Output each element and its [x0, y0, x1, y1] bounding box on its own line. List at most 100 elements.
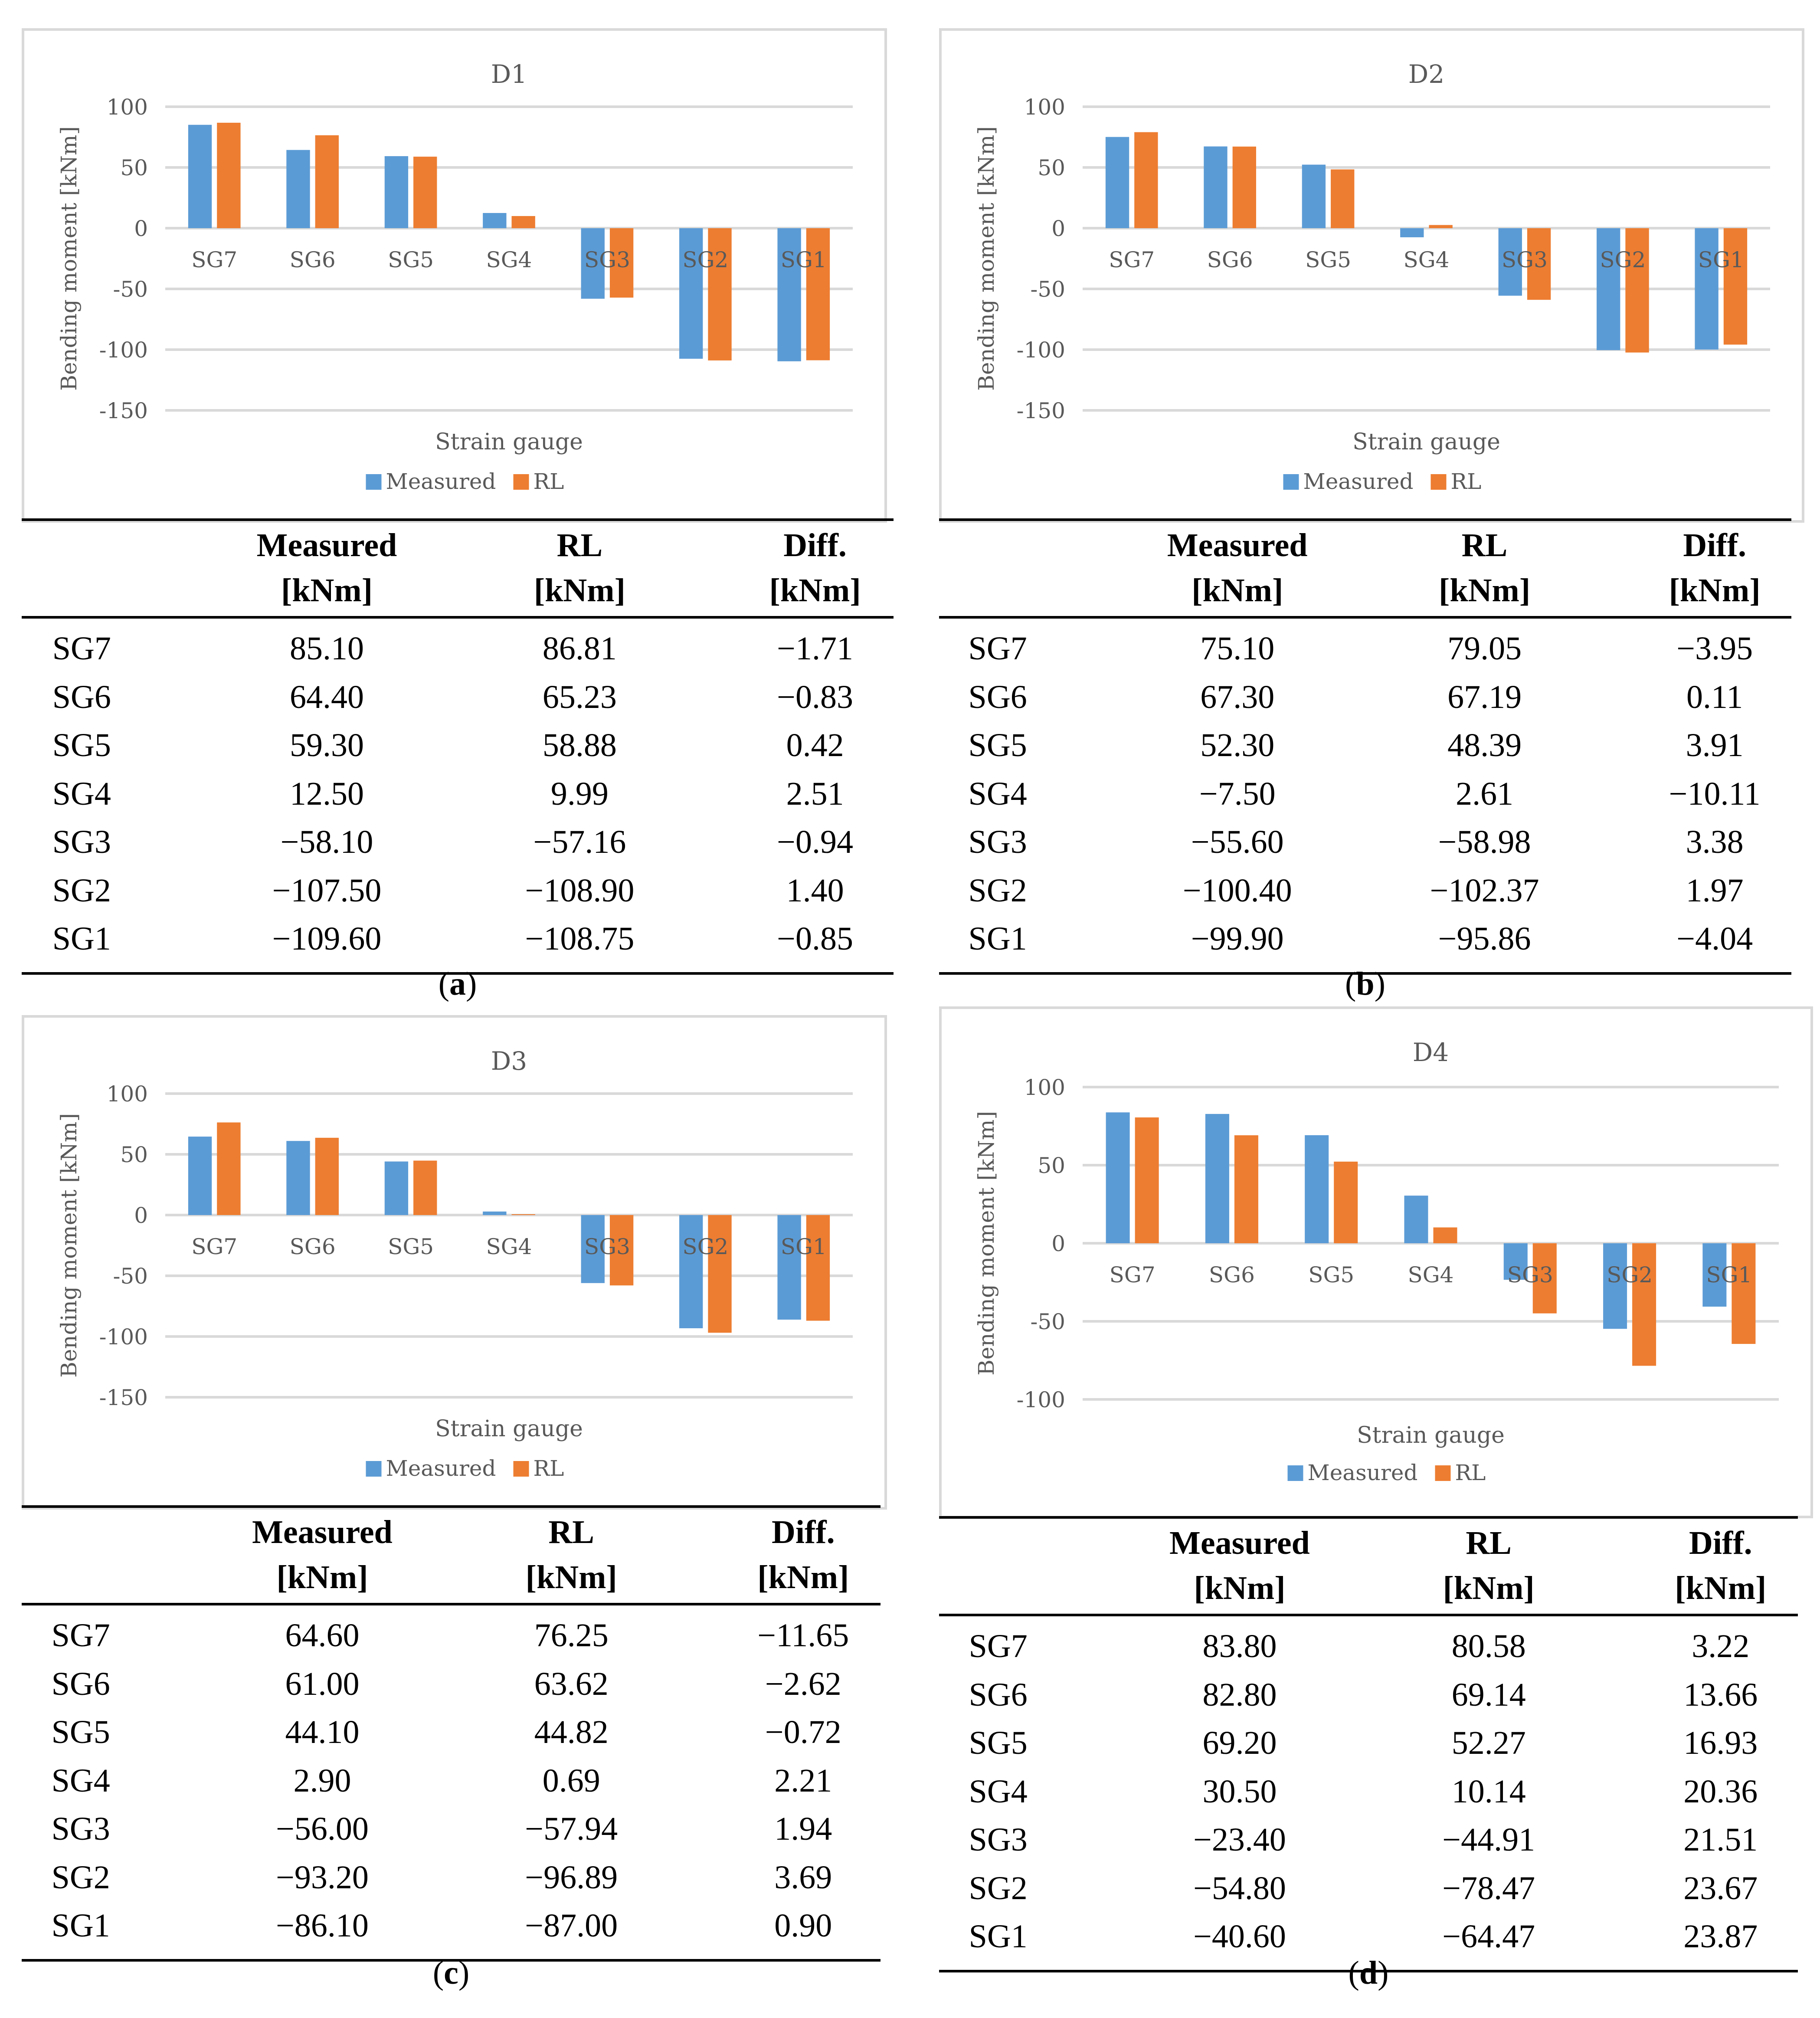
- table-cell: 0.90: [774, 1907, 832, 1944]
- bar-measured-sg2: [1603, 1243, 1627, 1329]
- y-tick-label: 0: [134, 216, 148, 241]
- caption-b: (b): [1345, 966, 1385, 1002]
- x-tick-label: SG7: [1110, 1262, 1156, 1287]
- bar-measured-sg5: [1302, 164, 1326, 228]
- table-cell: 65.23: [542, 678, 617, 715]
- row-label: SG1: [969, 1918, 1028, 1955]
- legend-label: Measured: [386, 469, 496, 494]
- bar-rl-sg3: [1532, 1243, 1557, 1314]
- y-axis-label: Bending moment [kNm]: [974, 126, 999, 391]
- row-label: SG7: [968, 630, 1027, 667]
- header-cell: [kNm]: [276, 1559, 368, 1595]
- row-label: SG1: [52, 921, 111, 957]
- bar-measured-sg4: [1404, 1196, 1428, 1243]
- table-cell: 23.87: [1683, 1918, 1758, 1955]
- bar-rl-sg7: [1135, 1117, 1159, 1243]
- bar-measured-sg3: [581, 228, 605, 299]
- table-cell: 0.42: [786, 727, 844, 763]
- y-tick-label: 100: [107, 95, 148, 120]
- row-label: SG3: [969, 1821, 1028, 1858]
- table-cell: −11.65: [757, 1617, 849, 1654]
- x-tick-label: SG6: [1207, 247, 1253, 272]
- bar-rl-sg4: [1429, 225, 1453, 228]
- bar-rl-sg1: [1723, 228, 1748, 345]
- table-cell: 75.10: [1200, 630, 1275, 667]
- table-header-rule: [939, 1614, 1798, 1616]
- table-cell: −100.40: [1182, 872, 1292, 909]
- table-cell: 9.99: [550, 775, 609, 812]
- bar-measured-sg1: [777, 1215, 801, 1320]
- chart-d2: D2 100 50 0 -50 -100 -150 Bending moment [kNm] S…: [939, 28, 1804, 523]
- table-cell: −107.50: [272, 872, 382, 909]
- table-bottom-rule: [939, 1969, 1798, 1972]
- bar-rl-sg7: [217, 1122, 241, 1215]
- table-a: Measured [kNm] RL [kNm] Diff. [kNm] SG7 85.10 86…: [22, 518, 894, 975]
- table-cell: 82.80: [1202, 1676, 1277, 1713]
- bar-rl-sg5: [1331, 169, 1355, 228]
- row-label: SG1: [51, 1907, 110, 1944]
- table-cell: 79.05: [1447, 630, 1522, 667]
- legend-label: Measured: [386, 1456, 496, 1481]
- row-label: SG6: [51, 1665, 110, 1702]
- legend-swatch: [1435, 1465, 1451, 1481]
- row-label: SG5: [52, 727, 111, 763]
- table-b: Measured [kNm] RL [kNm] Diff. [kNm] SG7 75.10 79…: [939, 518, 1791, 975]
- x-tick-label: SG4: [486, 247, 532, 272]
- chart-title: D2: [1408, 59, 1444, 89]
- x-tick-label: SG1: [781, 1234, 827, 1259]
- legend-label: RL: [534, 469, 564, 494]
- table-cell: 3.91: [1686, 727, 1744, 763]
- bar-rl-sg1: [806, 228, 830, 360]
- x-axis-label: Strain gauge: [1357, 1422, 1505, 1448]
- bar-measured-sg3: [581, 1215, 605, 1283]
- table-cell: 59.30: [290, 727, 364, 763]
- bar-rl-sg7: [1134, 132, 1158, 228]
- y-tick-label: -100: [1017, 337, 1065, 363]
- bar-measured-sg1: [1702, 1243, 1727, 1307]
- header-cell: Measured: [1167, 527, 1308, 563]
- row-label: SG7: [969, 1628, 1028, 1664]
- table-d: Measured [kNm] RL [kNm] Diff. [kNm] SG7 83.80 80…: [939, 1516, 1798, 1972]
- y-axis-label: Bending moment [kNm]: [974, 1111, 999, 1376]
- y-tick-label: 0: [1051, 1231, 1065, 1256]
- table-cell: 64.40: [290, 678, 364, 715]
- bar-measured-sg1: [777, 228, 801, 361]
- table-cell: 76.25: [534, 1617, 609, 1654]
- table-cell: −40.60: [1193, 1918, 1286, 1955]
- chart-title: D1: [491, 59, 527, 89]
- table-cell: −57.94: [525, 1811, 618, 1847]
- y-tick-label: -50: [113, 277, 148, 302]
- header-cell: Measured: [256, 527, 397, 563]
- table-cell: 10.14: [1451, 1773, 1526, 1810]
- legend-swatch: [366, 474, 382, 490]
- header-cell: Measured: [252, 1514, 393, 1550]
- x-tick-label: SG5: [388, 247, 434, 272]
- y-axis-label: Bending moment [kNm]: [56, 126, 82, 391]
- table-cell: −10.11: [1669, 775, 1761, 812]
- bar-rl-sg6: [1232, 146, 1256, 228]
- table-cell: 2.90: [293, 1762, 351, 1799]
- y-tick-label: -150: [99, 398, 148, 423]
- chart-d3-svg: D3 100 50 0 -50 -100 -150 Bending moment [kNm] S…: [56, 1046, 853, 1481]
- bar-rl-sg3: [609, 228, 634, 298]
- table-cell: −78.47: [1442, 1870, 1535, 1907]
- table-cell: 64.60: [285, 1617, 360, 1654]
- bar-rl-sg2: [1625, 228, 1649, 353]
- row-label: SG3: [52, 824, 111, 860]
- x-tick-label: SG7: [191, 1234, 237, 1259]
- y-tick-label: -100: [99, 337, 148, 363]
- bar-measured-sg7: [188, 124, 212, 228]
- bar-measured-sg4: [483, 1211, 507, 1215]
- table-cell: −108.90: [525, 872, 635, 909]
- legend-swatch: [513, 1461, 529, 1477]
- table-cell: −109.60: [272, 921, 382, 957]
- chart-title: D4: [1413, 1038, 1449, 1067]
- x-tick-label: SG5: [388, 1234, 434, 1259]
- row-label: SG7: [51, 1617, 110, 1654]
- y-tick-label: -50: [1030, 1309, 1065, 1334]
- x-tick-label: SG7: [191, 247, 237, 272]
- table-cell: 58.88: [542, 727, 617, 763]
- table-cell: −3.95: [1676, 630, 1753, 667]
- y-tick-label: -150: [99, 1385, 148, 1410]
- x-tick-label: SG1: [1706, 1262, 1752, 1287]
